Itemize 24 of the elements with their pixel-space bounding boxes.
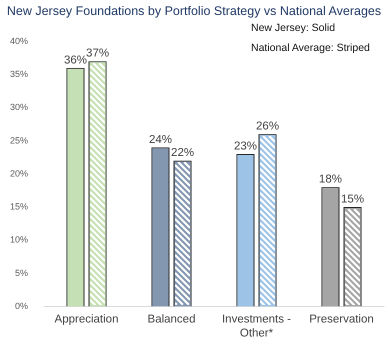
- y-tick-label: 10%: [10, 234, 28, 245]
- annotation: National Average: Striped: [251, 42, 370, 54]
- data-label: 26%: [256, 120, 280, 133]
- data-label: 36%: [64, 54, 87, 66]
- y-tick-label: 15%: [10, 202, 28, 212]
- y-tick-label: 25%: [10, 135, 28, 146]
- x-tick-label: Balanced: [148, 313, 196, 326]
- chart-title: New Jersey Foundations by Portfolio Strategy vs National Averages: [6, 4, 382, 18]
- data-label: 18%: [318, 174, 342, 186]
- data-label: 37%: [86, 48, 110, 60]
- y-tick-label: 0%: [15, 300, 28, 311]
- data-label: 24%: [148, 134, 172, 146]
- x-tick-label: Appreciation: [54, 313, 118, 326]
- data-label: 15%: [341, 193, 364, 206]
- x-tick-label: Investments - Other*: [222, 313, 292, 340]
- y-tick-label: 30%: [10, 102, 28, 112]
- y-tick-label: 5%: [15, 268, 28, 278]
- y-tick-label: 20%: [10, 168, 28, 178]
- data-label: 23%: [234, 140, 257, 152]
- y-tick-label: 35%: [10, 69, 28, 80]
- x-tick-label: Preservation: [309, 313, 374, 326]
- data-label: 22%: [171, 147, 194, 160]
- text: New Jersey: Solid: [251, 22, 336, 34]
- y-tick-label: 40%: [10, 36, 28, 46]
